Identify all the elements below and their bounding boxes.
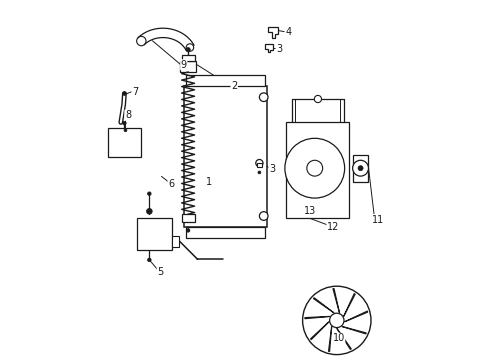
Circle shape [258, 171, 261, 174]
Polygon shape [342, 327, 367, 334]
Text: 6: 6 [168, 179, 174, 189]
Text: 13: 13 [304, 206, 316, 216]
Bar [257, 163, 262, 167]
Text: 7: 7 [132, 87, 138, 97]
Text: 11: 11 [372, 215, 384, 225]
Bar [108, 128, 141, 157]
Bar [180, 61, 196, 72]
Text: 2: 2 [231, 81, 237, 91]
Bar [182, 214, 195, 222]
Bar [137, 218, 172, 250]
Text: 8: 8 [125, 110, 131, 120]
Text: 10: 10 [333, 333, 345, 343]
Polygon shape [333, 288, 340, 313]
Polygon shape [305, 316, 330, 319]
Polygon shape [269, 27, 278, 38]
Polygon shape [138, 28, 194, 50]
Circle shape [124, 129, 127, 132]
Bar [186, 75, 265, 86]
Circle shape [186, 44, 194, 51]
Circle shape [186, 229, 190, 232]
Text: 3: 3 [269, 164, 275, 174]
Circle shape [147, 258, 151, 262]
Circle shape [256, 159, 263, 167]
Polygon shape [344, 311, 368, 322]
Bar [186, 227, 265, 238]
Bar [182, 55, 195, 61]
Circle shape [314, 95, 321, 103]
Bar [172, 236, 179, 247]
Circle shape [147, 192, 151, 195]
Text: 12: 12 [327, 222, 340, 232]
Circle shape [285, 138, 344, 198]
Bar [353, 154, 368, 182]
Circle shape [358, 166, 363, 171]
Circle shape [137, 36, 146, 46]
Circle shape [353, 160, 368, 176]
Polygon shape [337, 328, 351, 350]
Circle shape [147, 208, 152, 214]
Circle shape [303, 286, 371, 355]
Circle shape [122, 121, 126, 125]
Polygon shape [311, 322, 329, 340]
Circle shape [330, 313, 344, 328]
Text: 3: 3 [276, 44, 282, 54]
Text: 4: 4 [285, 27, 291, 37]
Polygon shape [343, 293, 355, 316]
Bar [286, 122, 349, 218]
Bar [184, 86, 267, 227]
Circle shape [122, 92, 126, 95]
Circle shape [259, 93, 268, 102]
Circle shape [307, 160, 323, 176]
Text: 5: 5 [157, 267, 164, 277]
Circle shape [186, 48, 190, 52]
Polygon shape [314, 298, 334, 313]
Text: 1: 1 [206, 177, 212, 187]
Polygon shape [265, 44, 273, 52]
Polygon shape [328, 327, 332, 352]
Text: 9: 9 [181, 60, 187, 70]
Circle shape [259, 212, 268, 220]
